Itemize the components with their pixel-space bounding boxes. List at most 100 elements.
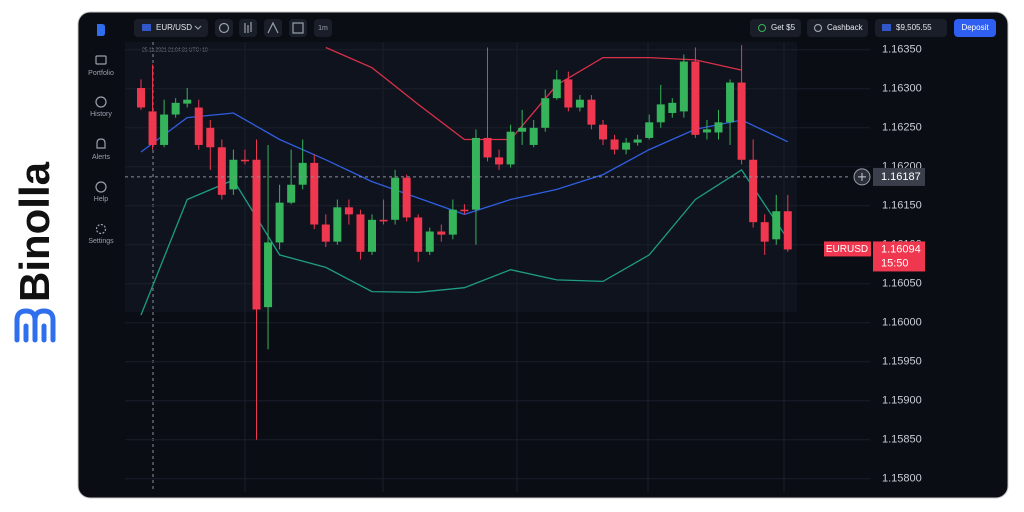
candle-body	[622, 142, 631, 150]
timeframe-button[interactable]	[314, 19, 332, 37]
settings-button[interactable]	[289, 19, 307, 37]
candle-body	[391, 177, 400, 220]
vertical-grid	[244, 42, 785, 492]
crosshair-price: 1.16187	[881, 171, 921, 183]
candle-body	[737, 82, 746, 160]
sidebar-item[interactable]: History	[90, 111, 112, 118]
candle-body	[471, 137, 480, 210]
app-logo	[97, 24, 105, 36]
candle-body	[448, 209, 457, 235]
symbol: EUR/USD	[156, 23, 192, 32]
candle-body	[298, 162, 307, 185]
candle-body	[575, 99, 584, 108]
band-upper	[325, 46, 742, 141]
y-tick-label: 1.16350	[882, 44, 922, 56]
crosshair-price-box	[873, 167, 925, 186]
deposit-button[interactable]	[954, 19, 996, 37]
brand-logo	[14, 308, 56, 343]
deposit: Deposit	[961, 23, 989, 32]
balance-selector[interactable]	[875, 19, 947, 37]
y-tick-label: 1.16050	[882, 278, 922, 290]
timestamp: 25.11.2021 21:04:31 UTC+10	[142, 47, 208, 53]
candle-body	[264, 242, 273, 308]
y-tick-label: 1.16250	[882, 122, 922, 134]
info-icon	[218, 22, 230, 34]
candle-body	[760, 222, 769, 242]
candle-body	[206, 127, 215, 148]
candle-body	[160, 114, 169, 145]
balance: $9,505.55	[896, 23, 932, 32]
candle-body	[668, 102, 677, 113]
cashback-icon	[813, 23, 823, 33]
candle-body	[518, 127, 527, 132]
portfolio-icon[interactable]	[95, 55, 107, 65]
flag-icon	[142, 24, 151, 31]
candle-body	[356, 214, 365, 252]
candle-body	[783, 211, 792, 250]
brand-name: Binolla	[11, 161, 58, 302]
candle-body	[240, 159, 249, 162]
candle-body	[194, 107, 203, 145]
candle-body	[368, 219, 376, 252]
candle-body	[310, 162, 319, 225]
candle-body	[425, 231, 434, 252]
sidebar: Portfolio History Alerts Help Settings	[88, 24, 114, 245]
candle-body	[529, 127, 538, 145]
last-price: 1.16094	[881, 243, 921, 255]
bonus: Get $5	[771, 23, 796, 32]
candle-body	[645, 122, 654, 138]
bonus-button[interactable]	[750, 19, 801, 37]
candle-body	[749, 159, 758, 223]
candle-body	[217, 147, 226, 195]
dropdown-icon	[194, 25, 202, 30]
candle-body	[691, 61, 700, 135]
candle-body	[333, 207, 342, 242]
help-icon[interactable]	[95, 181, 107, 193]
indicator-button[interactable]	[215, 19, 233, 37]
alerts-icon[interactable]	[96, 138, 106, 149]
candle-body	[772, 211, 781, 240]
candle-body	[656, 104, 665, 123]
sidebar-item[interactable]: Help	[94, 196, 109, 203]
cashback: Cashback	[827, 23, 864, 32]
y-tick-label: 1.16150	[882, 200, 922, 212]
symbol-selector[interactable]	[134, 19, 208, 37]
candle-body	[587, 99, 596, 125]
candles-icon	[244, 22, 252, 33]
settings-icon[interactable]	[95, 223, 107, 235]
history-icon[interactable]	[95, 96, 107, 108]
price-labels: 1.16187 EURUSD 1.16094 15:50	[125, 167, 925, 272]
plus-icon	[858, 172, 866, 181]
candle-body	[137, 88, 145, 108]
y-tick-label: 1.15900	[882, 395, 922, 407]
draw-icon	[267, 21, 279, 34]
y-tick-label: 1.16000	[882, 317, 922, 329]
frame-icon	[292, 22, 304, 34]
y-tick-label: 1.15950	[882, 356, 922, 368]
toolbar: EUR/USD 1m Get $5 Cashback $9,505.55 Dep…	[134, 19, 996, 37]
candle-body	[506, 131, 515, 165]
candle-body	[702, 129, 711, 133]
candle-body	[541, 98, 550, 128]
candle-timer: 15:50	[881, 257, 909, 269]
candle-body	[252, 159, 261, 310]
sidebar-item[interactable]: Alerts	[92, 154, 110, 161]
y-tick-label: 1.15850	[882, 434, 922, 446]
candle-body	[183, 99, 192, 104]
gift-icon	[758, 24, 766, 32]
sidebar-item[interactable]: Settings	[88, 238, 114, 245]
sidebar-item[interactable]: Portfolio	[88, 70, 114, 77]
y-tick-label: 1.16300	[882, 83, 922, 95]
candle-body	[321, 224, 330, 242]
cashback-button[interactable]	[807, 19, 868, 37]
candle-body	[483, 137, 492, 158]
plot	[137, 45, 792, 440]
candle-body	[495, 157, 504, 165]
band-lower	[140, 169, 789, 316]
candle-body	[402, 177, 411, 218]
candle-body	[552, 79, 561, 99]
candle-body	[379, 219, 388, 222]
candle-body	[344, 207, 353, 215]
candle-body	[460, 209, 469, 212]
